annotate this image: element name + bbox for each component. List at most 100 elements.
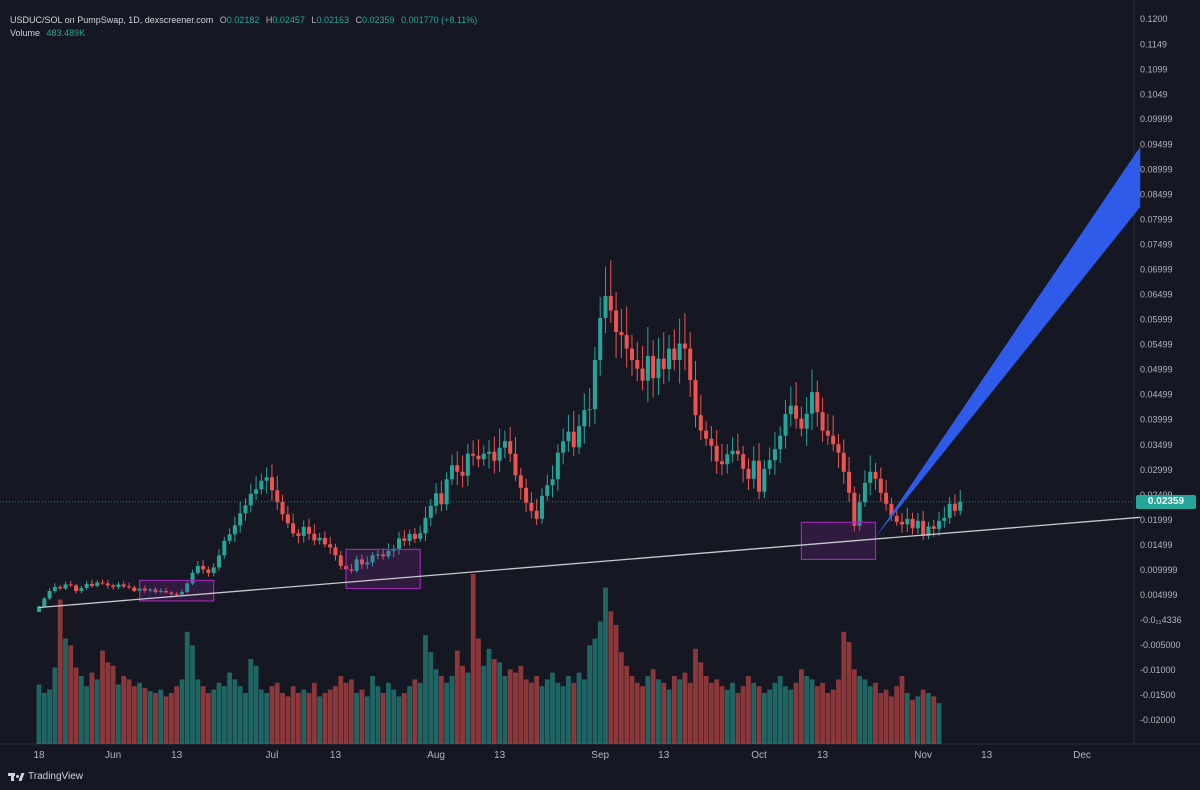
candle-body: [698, 415, 703, 431]
candle-body: [640, 368, 645, 381]
high-label: H: [265, 15, 273, 25]
candle-body: [291, 523, 296, 534]
volume-bar: [783, 686, 788, 744]
volume-bar: [306, 693, 312, 744]
volume-bar: [195, 679, 201, 744]
candle-body: [937, 520, 942, 529]
candle-body: [232, 525, 237, 535]
candle-body: [174, 593, 179, 595]
candle-body: [460, 471, 465, 476]
volume-bar: [566, 676, 571, 744]
volume-bar: [671, 676, 677, 744]
volume-bar: [571, 682, 577, 744]
candle-body: [402, 538, 407, 541]
volume-bar: [280, 693, 285, 744]
candle-body: [317, 537, 322, 541]
price-tick-label: 0.09999: [1140, 114, 1173, 124]
high-value: 0.02457: [272, 15, 305, 25]
volume-bar: [528, 682, 534, 744]
volume-bar: [269, 686, 275, 744]
candle-body: [820, 412, 825, 431]
price-tick-label: -0.01000: [1140, 665, 1176, 675]
volume-bar: [470, 574, 476, 744]
change-value: 0.001770 (+8.11%): [401, 15, 478, 25]
low-value: 0.02163: [316, 15, 349, 25]
volume-bar: [820, 682, 825, 744]
candle-body: [873, 471, 878, 479]
volume-bar: [544, 679, 550, 744]
volume-bar: [438, 676, 444, 744]
volume-bar: [407, 686, 413, 744]
volume-bar: [814, 686, 820, 744]
candle-body: [381, 554, 386, 557]
price-tick-label: 0.08499: [1140, 189, 1173, 199]
candle-body: [767, 460, 772, 469]
time-tick-label: Nov: [914, 750, 932, 761]
candle-body: [259, 480, 264, 490]
price-tick-label: 0.07999: [1140, 214, 1173, 224]
candle-body: [645, 356, 650, 381]
volume-bar: [873, 682, 878, 744]
candle-body: [502, 441, 507, 448]
volume-bar: [793, 682, 799, 744]
candle-body: [735, 450, 740, 455]
volume-bar: [523, 679, 529, 744]
time-tick-label: 18: [33, 750, 45, 761]
candle-body: [714, 445, 719, 462]
volume-bar: [110, 665, 116, 744]
candle-body: [847, 471, 852, 493]
volume-bar: [391, 689, 397, 744]
volume-bar: [889, 696, 894, 744]
volume-bar: [661, 682, 667, 744]
price-tick-label: -0.005000: [1140, 640, 1181, 650]
candle-body: [269, 477, 274, 491]
candle-body: [931, 526, 936, 529]
volume-bar: [375, 686, 381, 744]
tradingview-logo[interactable]: TradingView: [8, 771, 83, 782]
price-tick-label: 0.03499: [1140, 440, 1173, 450]
volume-bar: [36, 684, 42, 744]
volume-bar: [232, 679, 238, 744]
volume-bar: [687, 682, 693, 744]
volume-bar: [841, 631, 847, 744]
price-tick-label: 0.004999: [1140, 590, 1178, 600]
volume-bar: [534, 676, 540, 744]
price-tick-label: 0.009999: [1140, 565, 1178, 575]
volume-bar: [592, 638, 598, 744]
projection-wedge: [875, 146, 1141, 538]
candle-body: [794, 405, 799, 419]
volume-bar: [851, 669, 857, 744]
volume-bar: [830, 689, 836, 744]
volume-bar: [714, 679, 720, 744]
volume-bar: [206, 693, 211, 744]
candle-body: [704, 430, 709, 439]
candle-body: [227, 534, 232, 541]
candle-body: [836, 444, 841, 453]
volume-bar: [153, 693, 158, 744]
candle-body: [921, 520, 926, 536]
candle-body: [757, 460, 762, 492]
volume-bar: [581, 679, 587, 744]
volume-bar: [354, 693, 360, 744]
volume-bar: [878, 693, 884, 744]
volume-bar: [338, 676, 344, 744]
candle-body: [296, 533, 301, 536]
volume-bar: [788, 689, 794, 744]
candle-body: [89, 583, 94, 586]
brand-name: TradingView: [28, 771, 84, 782]
volume-bar: [798, 669, 804, 744]
candle-body: [915, 520, 920, 529]
candle-body: [428, 505, 433, 518]
candle-body: [799, 418, 804, 429]
candle-body: [693, 380, 698, 416]
candle-body: [52, 586, 57, 591]
volume-bar: [52, 667, 58, 744]
volume-bar: [296, 693, 301, 744]
time-tick-label: Dec: [1073, 750, 1091, 761]
volume-bar: [618, 652, 624, 744]
candle-body: [667, 348, 672, 370]
volume-bar: [327, 689, 333, 744]
candle-body: [661, 358, 666, 370]
volume-bar: [603, 587, 608, 744]
